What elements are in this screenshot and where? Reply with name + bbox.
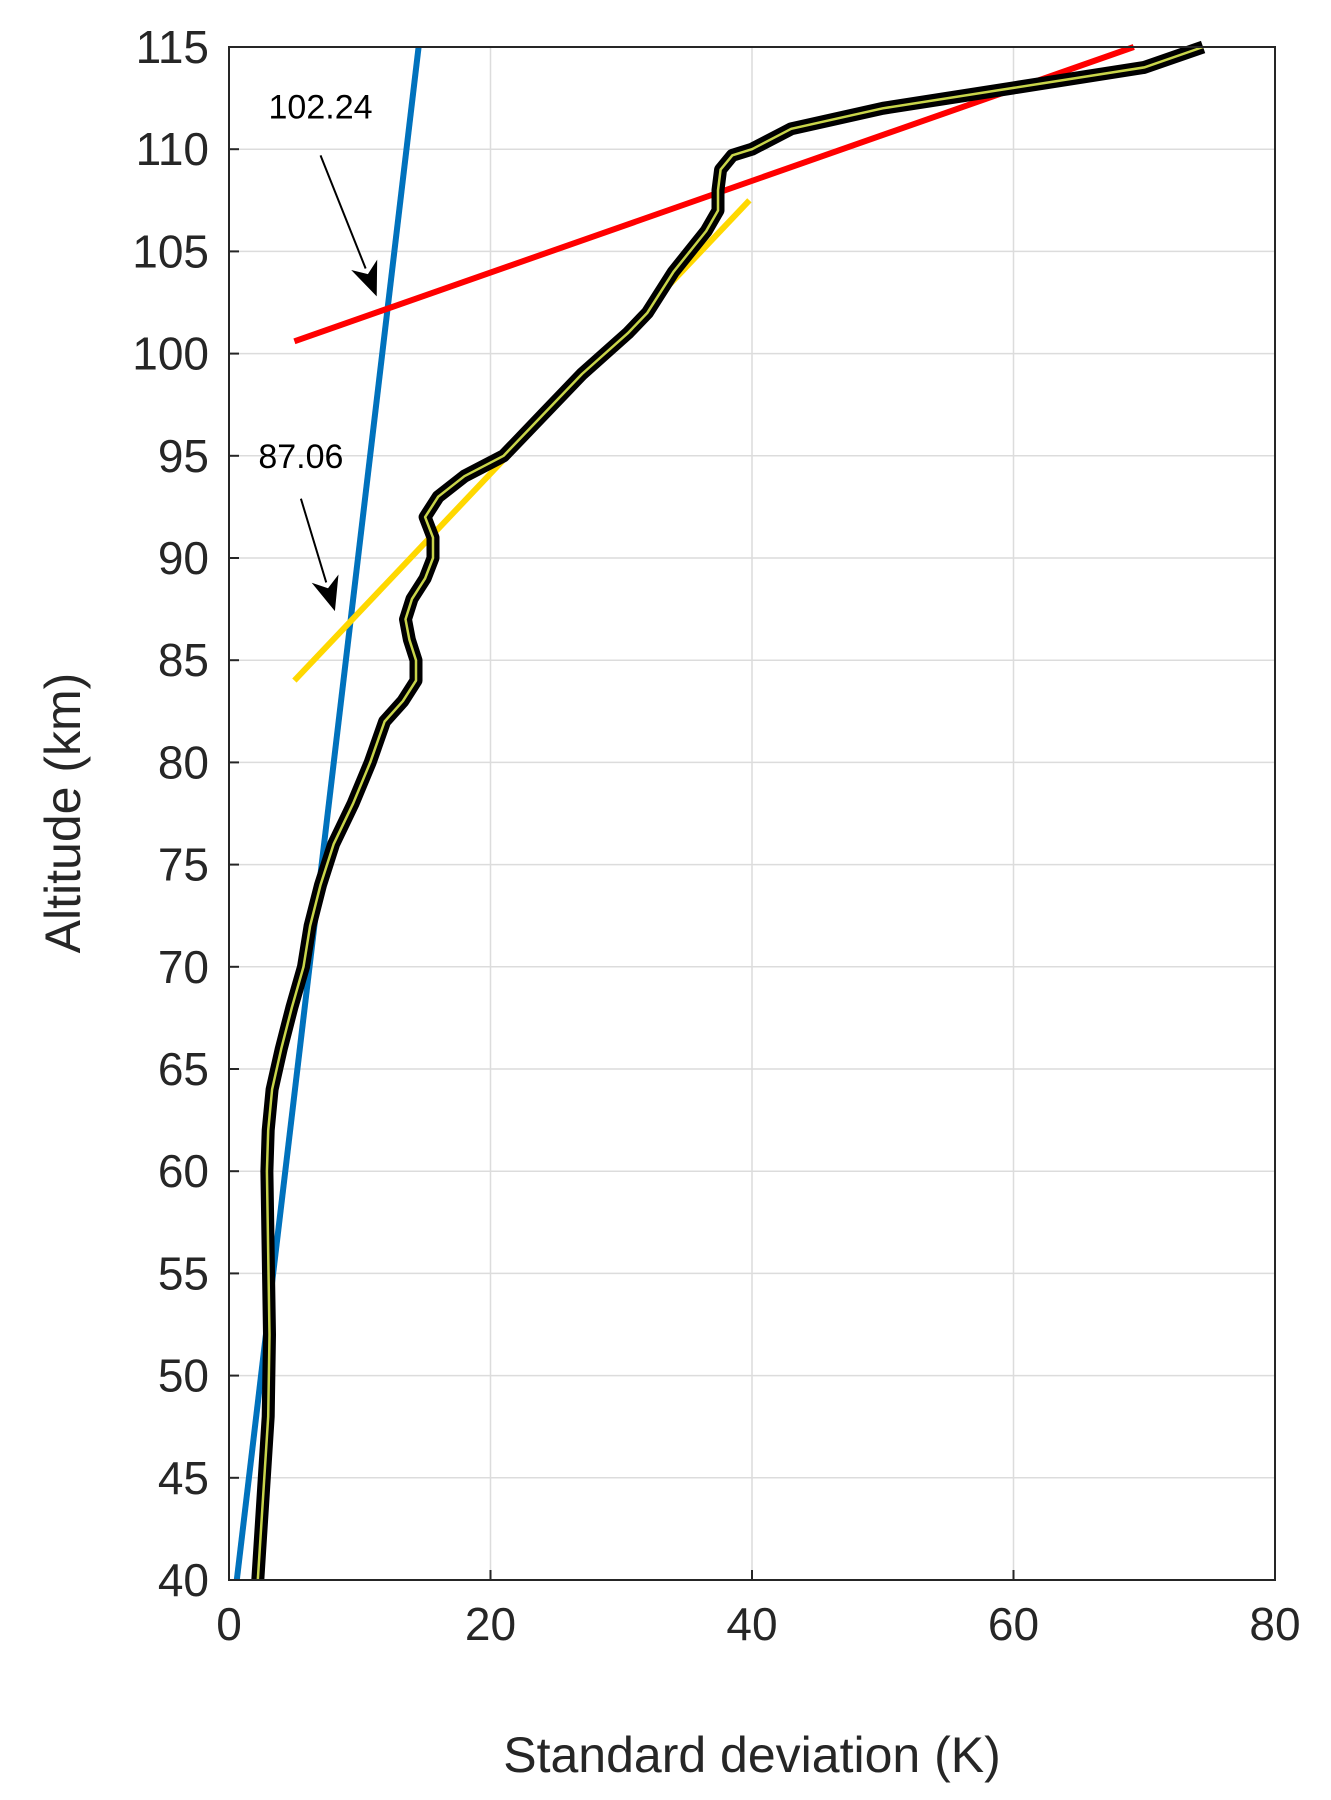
y-tick-label: 70 xyxy=(158,941,209,993)
annotations: 102.24 87.06 xyxy=(258,89,378,612)
std-profile-inner-line xyxy=(256,45,1204,1581)
grid xyxy=(228,46,1276,1581)
y-tick-label: 60 xyxy=(158,1145,209,1197)
x-tick-label: 0 xyxy=(216,1598,242,1650)
x-tick-label: 20 xyxy=(465,1598,516,1650)
y-tick-label: 90 xyxy=(158,532,209,584)
x-tick-labels: 0 20 40 60 80 xyxy=(216,1570,1301,1650)
y-tick-label: 100 xyxy=(132,328,209,380)
y-tick-label: 85 xyxy=(158,634,209,686)
y-tick-label: 45 xyxy=(158,1452,209,1504)
y-tick-label: 50 xyxy=(158,1350,209,1402)
annotation-arrow-head xyxy=(351,259,378,297)
x-tick-label: 80 xyxy=(1249,1598,1300,1650)
annotation-label: 87.06 xyxy=(258,438,343,476)
y-tick-label: 75 xyxy=(158,839,209,891)
y-tick-label: 65 xyxy=(158,1043,209,1095)
x-tick-label: 60 xyxy=(988,1598,1039,1650)
y-tick-label: 115 xyxy=(136,21,209,73)
y-tick-label: 95 xyxy=(158,430,209,482)
y-axis-label: Altitude (km) xyxy=(35,673,91,954)
x-tick-label: 40 xyxy=(726,1598,777,1650)
y-tick-label: 110 xyxy=(136,123,209,175)
y-tick-label: 40 xyxy=(158,1554,209,1606)
annotation-arrow-shaft xyxy=(299,498,328,583)
y-tick-label: 55 xyxy=(158,1247,209,1299)
y-tick-labels: 40 45 50 55 60 65 70 75 80 85 90 95 100 105 110 115 xyxy=(132,21,239,1606)
annotation-arrow-shaft xyxy=(319,154,367,269)
annotation-arrow-head xyxy=(311,574,339,612)
series-layer xyxy=(233,40,1206,1581)
y-tick-label: 105 xyxy=(132,225,209,277)
x-axis-label: Standard deviation (K) xyxy=(503,1727,1001,1783)
annotation-label: 102.24 xyxy=(269,89,373,127)
y-tick-label: 80 xyxy=(158,736,209,788)
